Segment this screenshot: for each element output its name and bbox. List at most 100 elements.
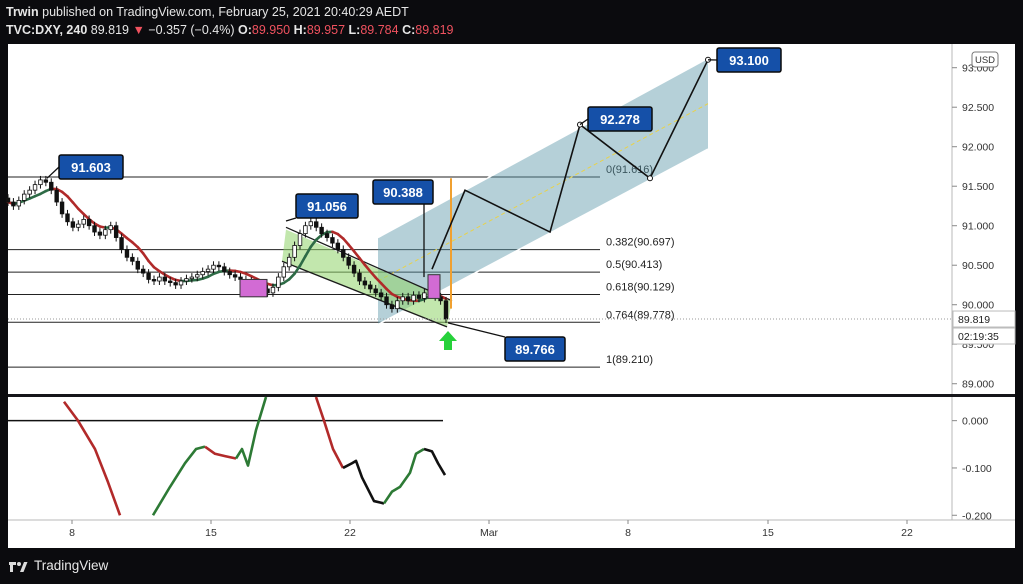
projected-path	[431, 59, 709, 270]
candle-body	[124, 249, 130, 258]
oscillator-line	[342, 459, 385, 505]
candle-body	[173, 282, 178, 286]
candle-body	[303, 225, 308, 235]
candle-body	[195, 274, 200, 278]
oscillator-line	[151, 445, 206, 516]
moving-average-segment	[136, 245, 145, 255]
time-tick-label: 22	[344, 527, 356, 539]
high-value: 89.957	[306, 23, 346, 37]
publisher-name[interactable]: Trwin	[6, 5, 39, 19]
callout-pointer	[447, 322, 506, 338]
candle-body	[211, 264, 216, 270]
moving-average-segment	[363, 263, 372, 273]
price-pane	[8, 44, 952, 394]
tradingview-logo-icon[interactable]	[8, 557, 28, 575]
moving-average-segment	[71, 201, 80, 211]
price-axis	[952, 44, 1015, 520]
candle-body	[351, 264, 357, 274]
price-tick-label: 89.000	[962, 379, 994, 391]
moving-average-segment	[368, 270, 378, 279]
candle-body	[168, 280, 173, 284]
candle-body	[341, 249, 346, 258]
price-callout	[716, 47, 782, 73]
moving-average-segment	[287, 272, 296, 281]
candle-body	[11, 201, 16, 207]
candle-body	[119, 237, 124, 250]
price-callout-label: 92.278	[600, 112, 640, 127]
moving-average-segment	[341, 237, 350, 247]
candle-body	[16, 200, 22, 207]
fib-level-label: 1(89.210)	[606, 354, 653, 366]
moving-average-segment	[352, 250, 361, 260]
callout-pointer	[46, 166, 60, 179]
time-tick-label: 15	[205, 527, 217, 539]
price-callout	[504, 336, 566, 362]
price-tick-label: 90.500	[962, 260, 994, 272]
last-price: 89.819	[90, 23, 129, 37]
price-change: −0.357 (−0.4%)	[148, 23, 235, 37]
candle-body	[49, 181, 54, 191]
fib-level-label: 0.382(90.697)	[606, 237, 675, 249]
candle-body	[108, 225, 113, 231]
close-value: 89.819	[415, 23, 454, 37]
price-tick-label: 90.000	[962, 300, 994, 312]
price-callout	[587, 106, 653, 132]
wedge-upper	[285, 226, 453, 302]
candle-body	[92, 225, 97, 233]
symbol-label[interactable]: TVC:DXY, 240	[6, 23, 88, 37]
candle-body	[411, 294, 416, 302]
moving-average-segment	[304, 245, 313, 258]
candle-body	[330, 237, 335, 244]
candle-body	[222, 266, 227, 272]
moving-average-segment	[147, 259, 156, 269]
price-callout	[295, 193, 359, 219]
candle-body	[384, 296, 389, 306]
osc-tick-label: -0.100	[962, 463, 992, 475]
moving-average-segment	[141, 252, 150, 263]
candle-body	[113, 225, 119, 238]
candle-body	[324, 233, 330, 238]
price-callout	[58, 154, 124, 180]
price-chart[interactable]: 93.00092.50092.00091.50091.00090.50090.0…	[0, 0, 1023, 548]
oscillator-line	[204, 445, 237, 460]
path-point	[647, 175, 653, 182]
candle-body	[395, 300, 400, 310]
candle-body	[270, 286, 276, 294]
osc-tick-label: -0.200	[962, 510, 992, 522]
time-tick-label: 8	[69, 527, 75, 539]
price-tick-label: 91.000	[962, 221, 994, 233]
candle-body	[59, 201, 65, 215]
candle-body	[346, 256, 351, 266]
footer: TradingView	[0, 548, 1023, 584]
callout-pointer	[285, 217, 297, 222]
candle-body	[86, 218, 92, 227]
candle-body	[368, 284, 373, 290]
fib-level-label: 0(91.616)	[606, 164, 653, 176]
candle-body	[32, 184, 38, 191]
price-callout-label: 91.603	[71, 160, 111, 175]
candle-body	[184, 278, 189, 282]
currency-label: USD	[975, 55, 995, 66]
highlight-box	[427, 274, 441, 299]
moving-average-segment	[374, 276, 383, 285]
moving-average-segment	[347, 243, 356, 253]
down-arrow-icon: ▼	[132, 23, 145, 37]
candle-body	[54, 189, 59, 203]
candle-body	[76, 223, 81, 228]
candle-body	[362, 280, 368, 286]
price-callout-label: 91.056	[307, 199, 347, 214]
falling-wedge	[282, 229, 452, 327]
up-arrow-icon	[439, 331, 457, 350]
candle-body	[146, 272, 151, 280]
time-tick-label: Mar	[480, 527, 499, 539]
candle-body	[378, 292, 384, 298]
candle-body	[281, 266, 286, 278]
osc-tick-label: 0.000	[962, 416, 988, 428]
fib-level-label: 0.764(89.778)	[606, 309, 675, 321]
tradingview-brand[interactable]: TradingView	[34, 558, 109, 573]
candle-body	[314, 221, 319, 228]
last-price-tag-label: 89.819	[958, 314, 990, 326]
oscillator-pane	[8, 397, 952, 520]
fib-level-label: 0.5(90.413)	[606, 259, 662, 271]
time-tick-label: 8	[625, 527, 631, 539]
